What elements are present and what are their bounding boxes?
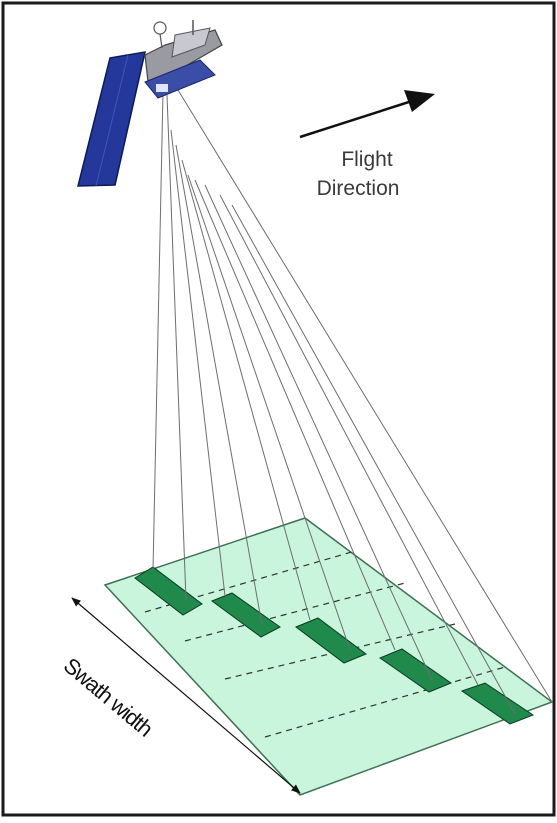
arrow-right-up-icon — [299, 90, 435, 139]
beam — [231, 204, 516, 715]
satellite-icon — [77, 20, 223, 187]
beam — [175, 144, 263, 626]
beam — [194, 179, 396, 651]
flight-label-line2: Direction — [317, 177, 400, 200]
beam — [177, 89, 553, 703]
beams — [152, 89, 553, 715]
beam — [181, 159, 311, 621]
beam — [204, 184, 433, 681]
swath-dimension-line — [71, 597, 301, 794]
beam — [152, 91, 164, 571]
beam — [170, 129, 226, 597]
footprint-3 — [294, 617, 368, 664]
scan-line — [264, 666, 506, 738]
beam — [166, 94, 187, 601]
footprint-4 — [378, 648, 453, 693]
beam — [219, 194, 479, 686]
beam — [187, 174, 351, 651]
solar-panel — [77, 51, 146, 187]
antenna-dish — [153, 21, 167, 35]
flight-label-line1: Flight — [341, 148, 393, 171]
